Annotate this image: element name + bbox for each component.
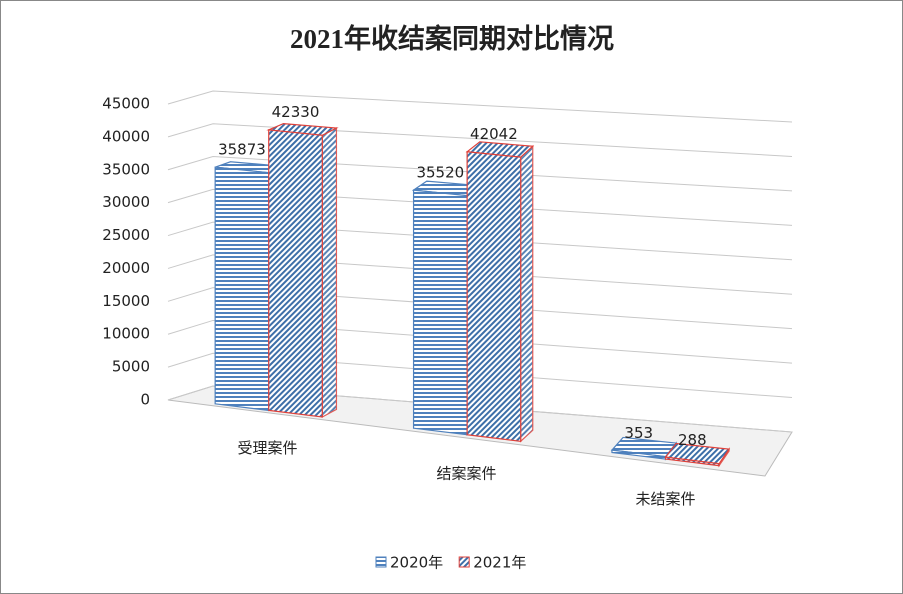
data-label: 42042: [470, 125, 518, 143]
data-label: 35520: [416, 163, 464, 181]
y-tick-label: 10000: [102, 325, 150, 343]
legend-label: 2021年: [473, 554, 526, 572]
x-tick-label: 结案案件: [436, 465, 496, 483]
data-label: 288: [678, 431, 707, 449]
bar: [664, 442, 731, 468]
bar-side: [321, 127, 338, 418]
grid-line: [167, 90, 793, 123]
grid-line: [167, 287, 793, 330]
data-label: 35873: [218, 140, 266, 158]
bar-front: [466, 151, 522, 442]
y-tick-label: 45000: [102, 95, 150, 113]
legend-swatch: [458, 556, 470, 568]
y-tick-label: 20000: [102, 259, 150, 277]
y-tick-label: 0: [140, 391, 150, 409]
grid-line: [167, 319, 793, 364]
bar-front: [268, 129, 323, 418]
legend-label: 2020年: [390, 554, 443, 572]
bar: [266, 122, 339, 418]
x-tick-label: 受理案件: [237, 439, 297, 457]
chart-title: 2021年收结案同期对比情况: [290, 23, 614, 54]
grid-line: [167, 221, 793, 261]
grid-line: [167, 385, 793, 433]
grid-line: [167, 188, 793, 226]
y-tick-label: 25000: [102, 226, 150, 244]
grid-line: [167, 254, 793, 295]
bar-side: [520, 144, 534, 443]
x-tick-label: 未结案件: [635, 490, 695, 508]
bar-front: [214, 166, 270, 412]
y-tick-label: 40000: [102, 127, 150, 145]
bar-front: [412, 189, 468, 436]
data-label: 353: [624, 424, 653, 442]
y-tick-label: 30000: [102, 193, 150, 211]
bar-front: [664, 456, 720, 467]
legend-swatch: [375, 556, 387, 568]
data-label: 42330: [272, 103, 320, 121]
y-tick-label: 5000: [112, 358, 150, 376]
y-tick-label: 15000: [102, 292, 150, 310]
y-tick-label: 35000: [102, 160, 150, 178]
bar: [465, 141, 535, 443]
grid-line: [167, 156, 793, 192]
grid-line: [167, 123, 793, 157]
grid-line: [167, 352, 793, 399]
